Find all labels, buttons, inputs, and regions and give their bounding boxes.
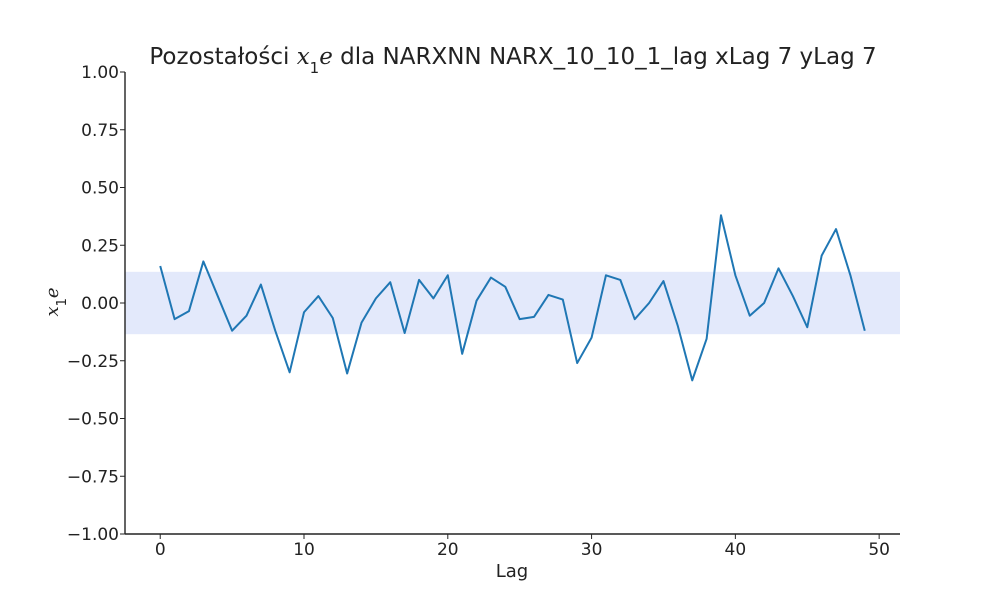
x-tick-label: 50 [868,540,890,560]
y-tick-label: 0.00 [81,294,119,314]
y-tick-label: −0.25 [67,352,119,372]
x-axis-label: Lag [496,561,528,582]
y-tick-label: 0.75 [81,121,119,141]
y-axis-ticks: −1.00 −0.75 −0.50 −0.25 0.00 0.25 0.50 0.75 1.00 [67,63,125,545]
x-tick-label: 40 [725,540,747,560]
y-axis-label-group: x1e [42,287,70,316]
chart-title: Pozostałości x1e dla NARXNN NARX_10_10_1… [149,44,876,77]
x-axis-ticks: 0 10 20 30 40 50 [155,534,890,560]
y-tick-label: 1.00 [81,63,119,83]
x-tick-label: 10 [293,540,315,560]
y-tick-label: 0.25 [81,236,119,256]
x-tick-label: 20 [437,540,459,560]
y-tick-label: −0.50 [67,410,119,430]
y-axis-label: x1e [42,287,70,316]
x-tick-label: 30 [581,540,603,560]
x-tick-label: 0 [155,540,166,560]
y-tick-label: 0.50 [81,179,119,199]
y-tick-label: −0.75 [67,467,119,487]
series-line [159,214,866,382]
y-tick-label: −1.00 [67,525,119,545]
